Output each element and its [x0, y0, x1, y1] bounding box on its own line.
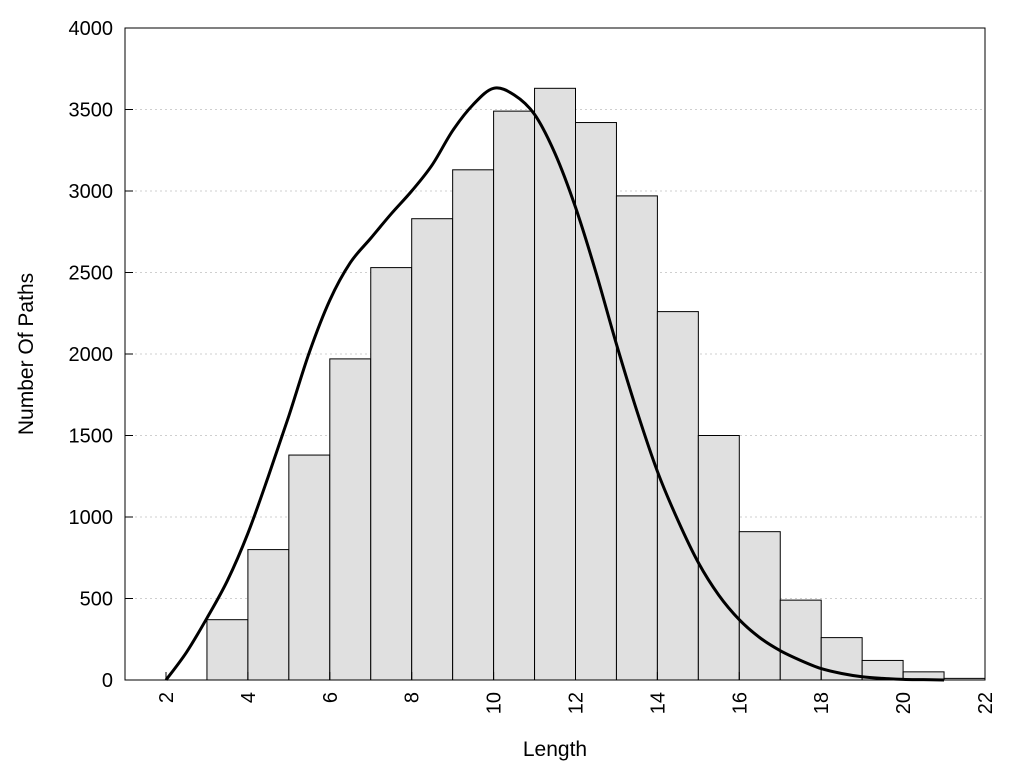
bar [247, 549, 290, 681]
bar [738, 531, 781, 681]
y-tick-label: 1000 [69, 507, 114, 529]
x-tick-label: 14 [647, 692, 669, 714]
bar [697, 435, 740, 681]
y-tick-label: 4000 [69, 18, 114, 40]
y-tick-label: 2500 [69, 263, 114, 285]
bar [575, 122, 617, 681]
bar [206, 619, 249, 681]
x-tick-label: 18 [811, 692, 833, 714]
bar [779, 599, 822, 681]
bar [329, 358, 372, 681]
bar [288, 454, 331, 681]
y-tick-label: 1500 [69, 426, 114, 448]
y-tick-label: 3500 [69, 100, 114, 122]
x-axis-label: Length [523, 738, 587, 761]
bar [656, 311, 699, 681]
x-tick-label: 6 [320, 692, 342, 703]
y-tick-label: 3000 [69, 181, 114, 203]
y-tick-label: 0 [102, 670, 113, 692]
y-tick-label: 500 [80, 589, 113, 611]
bar [534, 87, 576, 681]
x-tick-label: 22 [975, 692, 997, 714]
density-curve-line [164, 86, 945, 682]
x-tick-label: 2 [156, 692, 178, 703]
bar [411, 218, 454, 681]
x-tick-label: 4 [238, 692, 260, 703]
y-axis-label: Number Of Paths [15, 273, 38, 435]
bar [615, 195, 658, 681]
bar [452, 169, 495, 681]
x-axis-ticks: 2 4 6 8 10 12 14 16 18 20 22 [156, 672, 997, 714]
x-tick-label: 16 [729, 692, 751, 714]
density-curve [164, 86, 945, 682]
y-axis-ticks: 0 500 1000 1500 2000 2500 3000 3500 4000 [69, 18, 133, 692]
y-tick-label: 2000 [69, 344, 114, 366]
x-tick-label: 8 [402, 692, 424, 703]
x-tick-label: 10 [484, 692, 506, 714]
x-tick-label: 20 [893, 692, 915, 714]
bars [206, 87, 986, 681]
bar [493, 110, 536, 681]
bar [370, 267, 413, 681]
x-tick-label: 12 [566, 692, 588, 714]
